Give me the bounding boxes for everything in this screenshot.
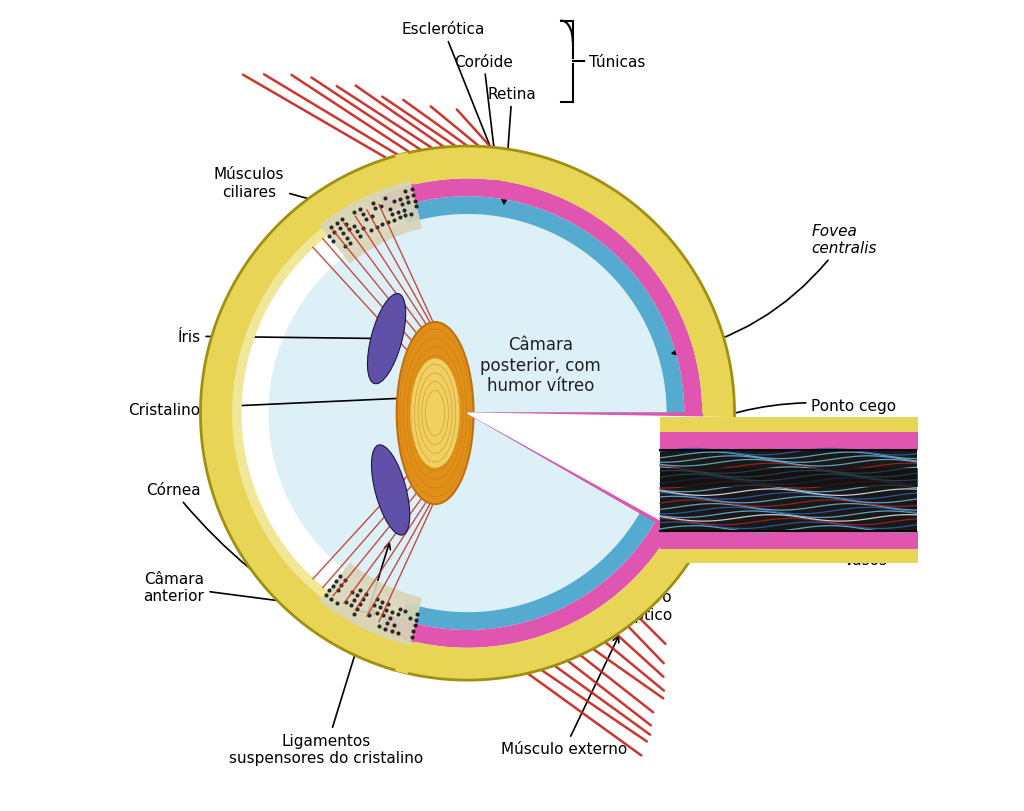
Polygon shape — [321, 564, 421, 645]
Polygon shape — [201, 157, 402, 670]
Text: Fovea
centralis: Fovea centralis — [673, 224, 877, 356]
Polygon shape — [380, 615, 419, 642]
Text: Ponto cego: Ponto cego — [677, 398, 897, 436]
Text: Câmara
posterior, com
humor vítreo: Câmara posterior, com humor vítreo — [480, 335, 601, 395]
Polygon shape — [321, 182, 421, 264]
Polygon shape — [468, 414, 667, 513]
Circle shape — [268, 215, 667, 612]
Text: Íris: Íris — [177, 329, 386, 345]
Text: Retina: Retina — [487, 87, 537, 204]
Text: Vasos: Vasos — [816, 454, 888, 568]
Text: Músculos
ciliares: Músculos ciliares — [214, 167, 356, 214]
Ellipse shape — [372, 445, 410, 535]
Polygon shape — [395, 179, 702, 648]
Polygon shape — [385, 147, 734, 680]
Polygon shape — [368, 631, 415, 673]
Text: Córnea: Córnea — [145, 483, 327, 621]
Text: Músculo externo: Músculo externo — [502, 637, 628, 757]
Text: Coróide: Coróide — [455, 54, 513, 186]
Ellipse shape — [368, 294, 406, 384]
Polygon shape — [380, 185, 419, 212]
Ellipse shape — [411, 359, 460, 468]
Text: Cristalino: Cristalino — [128, 395, 426, 417]
Bar — [659, 450, 933, 531]
Polygon shape — [400, 197, 684, 630]
Polygon shape — [468, 414, 684, 522]
Polygon shape — [368, 154, 415, 196]
Text: Nervo
óptico: Nervo óptico — [626, 483, 691, 622]
Text: Câmara
anterior: Câmara anterior — [143, 571, 378, 616]
Polygon shape — [468, 414, 738, 545]
Text: Túnicas: Túnicas — [589, 54, 645, 70]
Text: Esclerótica: Esclerótica — [401, 22, 494, 153]
Ellipse shape — [396, 323, 473, 504]
Text: Ligamentos
suspensores do cristalino: Ligamentos suspensores do cristalino — [228, 543, 423, 765]
Polygon shape — [232, 198, 379, 629]
Polygon shape — [468, 414, 702, 530]
